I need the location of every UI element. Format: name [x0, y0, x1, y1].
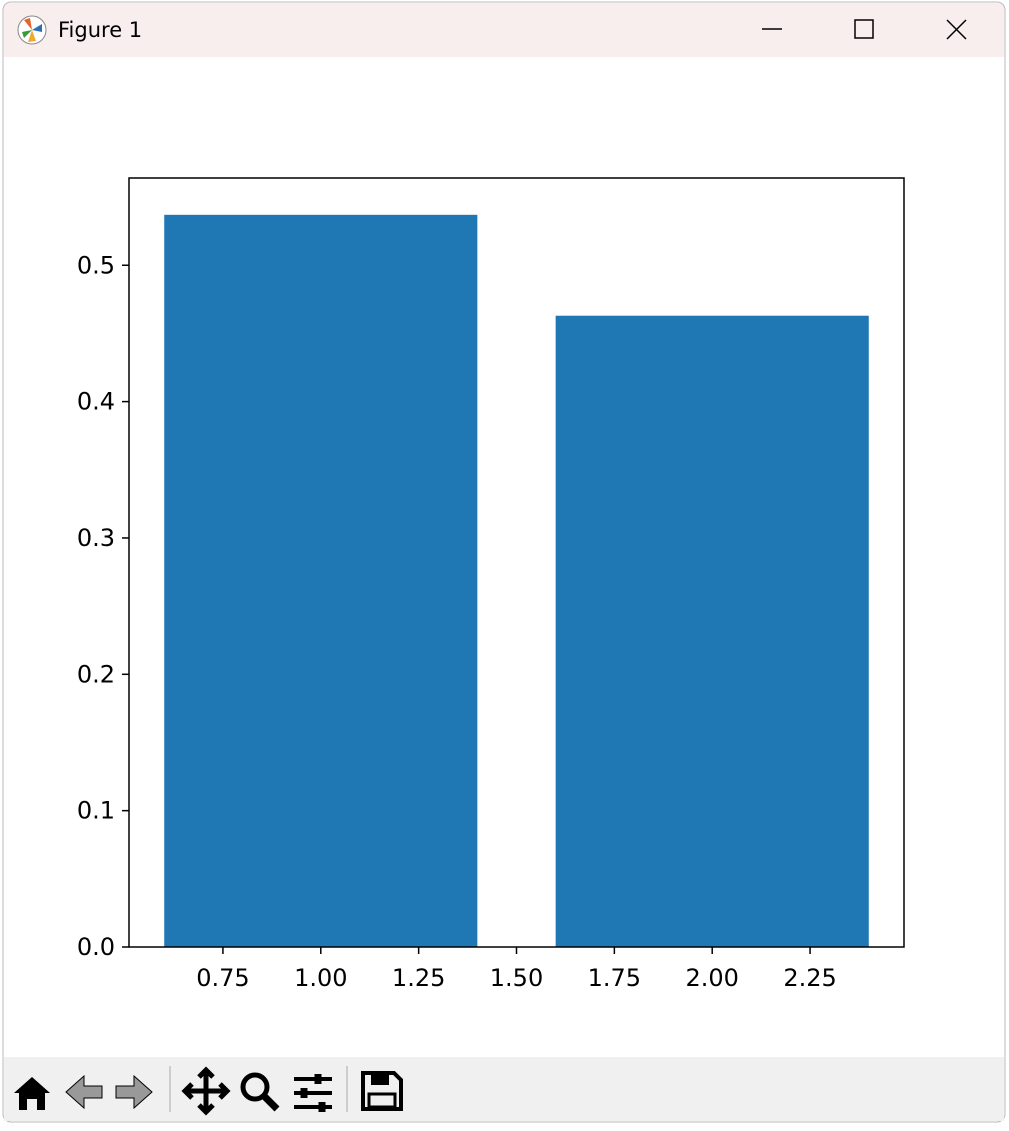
bar: [164, 214, 478, 947]
title-bar: [4, 3, 1004, 57]
y-tick-label: 0.4: [77, 388, 115, 416]
app-icon: [17, 15, 47, 45]
back-button[interactable]: [65, 1074, 103, 1110]
configure-sliders: [300, 1074, 326, 1112]
x-tick-label: 0.75: [196, 964, 249, 992]
y-tick-label: 0.3: [77, 524, 115, 552]
configure-button[interactable]: [294, 1077, 332, 1109]
home-button[interactable]: [14, 1077, 50, 1110]
y-tick-label: 0.0: [77, 933, 115, 961]
x-tick-label: 1.50: [490, 964, 543, 992]
window-title: Figure 1: [58, 18, 142, 42]
bar: [555, 315, 869, 947]
pan-button[interactable]: [181, 1066, 231, 1116]
plot: 0.0 0.1 0.2 0.3 0.4 0.5 0.75 1.00 1.25 1.50 1.75 2.…: [77, 177, 905, 992]
x-tick-label: 1.75: [588, 964, 641, 992]
toolbar: [4, 1057, 1004, 1121]
y-tick-label: 0.2: [77, 660, 115, 688]
x-tick-label: 1.00: [294, 964, 347, 992]
x-tick-label: 1.25: [392, 964, 445, 992]
x-tick-label: 2.25: [783, 964, 836, 992]
y-tick-label: 0.1: [77, 797, 115, 825]
x-tick-label: 2.00: [685, 964, 738, 992]
zoom-button[interactable]: [240, 1072, 280, 1112]
save-button[interactable]: [361, 1071, 403, 1111]
close-button[interactable]: [946, 19, 967, 40]
axes-frame: [128, 177, 905, 948]
maximize-button[interactable]: [854, 19, 874, 39]
y-tick-label: 0.5: [77, 251, 115, 279]
forward-button[interactable]: [115, 1074, 153, 1110]
